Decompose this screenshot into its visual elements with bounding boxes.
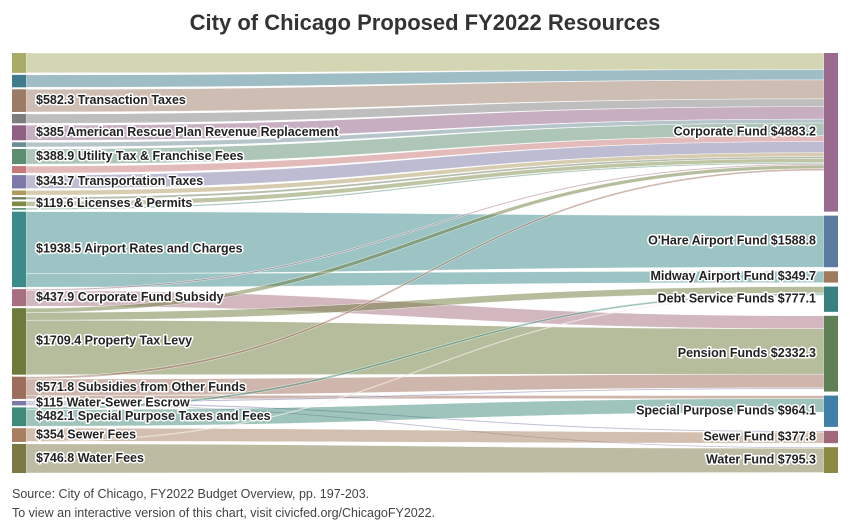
source-node-5[interactable] xyxy=(12,142,26,147)
source-node-18[interactable] xyxy=(12,407,26,427)
source-node-11[interactable] xyxy=(12,201,26,207)
source-label-20: $746.8 Water Fees xyxy=(36,451,144,465)
source-node-2[interactable] xyxy=(12,89,26,112)
target-label-5: Special Purpose Funds $964.1 xyxy=(636,404,816,418)
source-node-20[interactable] xyxy=(12,443,26,473)
target-node-1[interactable] xyxy=(824,215,838,268)
target-label-6: Sewer Fund $377.8 xyxy=(703,429,816,443)
source-label-4: $385 American Rescue Plan Revenue Replac… xyxy=(36,125,339,139)
source-label-19: $354 Sewer Fees xyxy=(36,427,136,441)
source-node-12[interactable] xyxy=(12,208,26,210)
sankey-link-s20-t7[interactable] xyxy=(25,443,825,474)
sankey-labels: $582.3 Transaction Taxes $385 American Re… xyxy=(35,91,818,467)
source-label-18: $482.1 Special Purpose Taxes and Fees xyxy=(36,409,271,423)
target-label-3: Debt Service Funds $777.1 xyxy=(658,291,816,305)
source-label-16: $571.8 Subsidies from Other Funds xyxy=(36,380,246,394)
source-note: Source: City of Chicago, FY2022 Budget O… xyxy=(12,487,370,501)
target-label-7: Water Fund $795.3 xyxy=(706,452,816,466)
source-node-8[interactable] xyxy=(12,175,26,189)
source-node-9[interactable] xyxy=(12,190,26,196)
source-node-16[interactable] xyxy=(12,376,26,399)
target-label-0: Corporate Fund $4883.2 xyxy=(674,125,816,139)
source-node-6[interactable] xyxy=(12,148,26,165)
source-node-1[interactable] xyxy=(12,74,26,88)
chart-title: City of Chicago Proposed FY2022 Resource… xyxy=(189,10,661,35)
source-label-17: $115 Water-Sewer Escrow xyxy=(36,395,190,409)
target-label-2: Midway Airport Fund $349.7 xyxy=(650,269,816,283)
target-node-2[interactable] xyxy=(824,271,838,283)
target-node-6[interactable] xyxy=(824,430,838,444)
source-label-2: $582.3 Transaction Taxes xyxy=(36,93,186,107)
source-node-7[interactable] xyxy=(12,166,26,174)
target-node-5[interactable] xyxy=(824,395,838,427)
source-node-14[interactable] xyxy=(12,289,26,307)
source-label-11: $119.6 Licenses & Permits xyxy=(36,196,192,210)
source-node-15[interactable] xyxy=(12,308,26,375)
sankey-nodes xyxy=(12,53,838,473)
target-label-1: O'Hare Airport Fund $1588.8 xyxy=(648,234,816,248)
target-label-4: Pension Funds $2332.3 xyxy=(678,346,816,360)
target-node-7[interactable] xyxy=(824,447,838,473)
target-node-4[interactable] xyxy=(824,315,838,392)
source-node-17[interactable] xyxy=(12,400,26,406)
source-label-14: $437.9 Corporate Fund Subsidy xyxy=(36,290,224,304)
source-node-0[interactable] xyxy=(12,53,26,73)
source-node-13[interactable] xyxy=(12,211,26,288)
source-node-4[interactable] xyxy=(12,125,26,141)
source-label-15: $1709.4 Property Tax Levy xyxy=(36,334,192,348)
source-node-3[interactable] xyxy=(12,113,26,124)
source-node-19[interactable] xyxy=(12,428,26,442)
target-node-3[interactable] xyxy=(824,286,838,312)
source-label-6: $388.9 Utility Tax & Franchise Fees xyxy=(36,149,244,163)
source-label-13: $1938.5 Airport Rates and Charges xyxy=(36,242,243,256)
target-node-0[interactable] xyxy=(824,53,838,212)
interactive-version-note: To view an interactive version of this c… xyxy=(12,506,436,520)
source-label-8: $343.7 Transportation Taxes xyxy=(36,174,203,188)
sankey-links xyxy=(25,52,825,474)
source-node-10[interactable] xyxy=(12,197,26,200)
